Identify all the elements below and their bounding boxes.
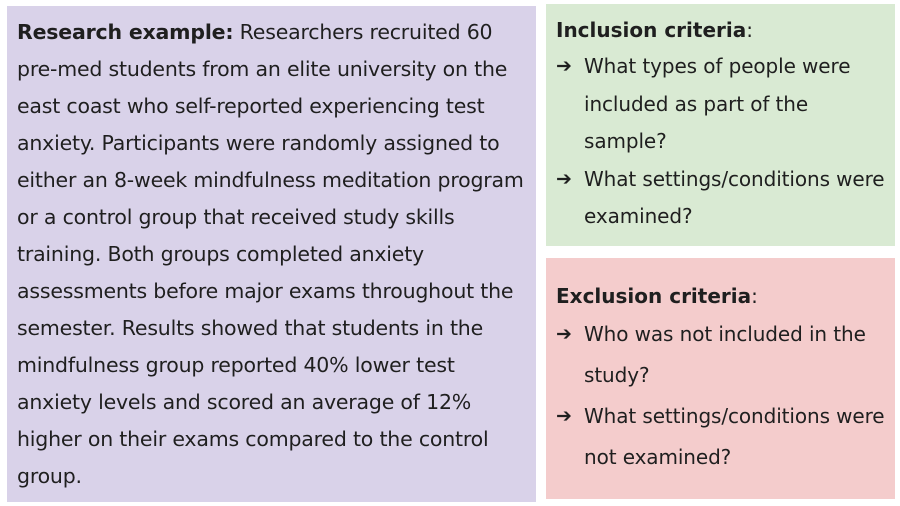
- list-item: ➔ What settings/conditions were not exam…: [556, 396, 889, 478]
- exclusion-criteria-panel: Exclusion criteria: ➔ Who was not includ…: [546, 258, 895, 499]
- inclusion-criteria-item-text: What types of people were included as pa…: [584, 54, 851, 153]
- exclusion-criteria-item-text: What settings/conditions were not examin…: [584, 404, 885, 469]
- arrow-right-icon: ➔: [556, 323, 572, 345]
- research-example-label: Research example:: [17, 20, 234, 44]
- inclusion-criteria-item-text: What settings/conditions were examined?: [584, 166, 885, 229]
- exclusion-criteria-list: ➔ Who was not included in the study? ➔ W…: [556, 314, 889, 478]
- inclusion-criteria-heading: Inclusion criteria:: [556, 16, 889, 44]
- inclusion-criteria-list: ➔ What types of people were included as …: [556, 48, 889, 236]
- arrow-right-icon: ➔: [556, 405, 572, 427]
- exclusion-criteria-title: Exclusion criteria: [556, 284, 752, 308]
- arrow-right-icon: ➔: [556, 55, 572, 77]
- exclusion-criteria-colon: :: [751, 284, 758, 308]
- research-example-paragraph: Research example: Researchers recruited …: [17, 14, 526, 495]
- inclusion-criteria-panel: Inclusion criteria: ➔ What types of peop…: [546, 4, 895, 246]
- list-item: ➔ What settings/conditions were examined…: [556, 161, 889, 236]
- list-item: ➔ Who was not included in the study?: [556, 314, 889, 396]
- arrow-right-icon: ➔: [556, 167, 572, 190]
- research-example-text: Researchers recruited 60 pre-med student…: [17, 20, 524, 488]
- inclusion-criteria-colon: :: [746, 18, 753, 42]
- exclusion-criteria-item-text: Who was not included in the study?: [584, 322, 866, 387]
- research-example-panel: Research example: Researchers recruited …: [7, 6, 536, 502]
- list-item: ➔ What types of people were included as …: [556, 48, 889, 161]
- exclusion-criteria-heading: Exclusion criteria:: [556, 282, 889, 310]
- inclusion-criteria-title: Inclusion criteria: [556, 18, 747, 42]
